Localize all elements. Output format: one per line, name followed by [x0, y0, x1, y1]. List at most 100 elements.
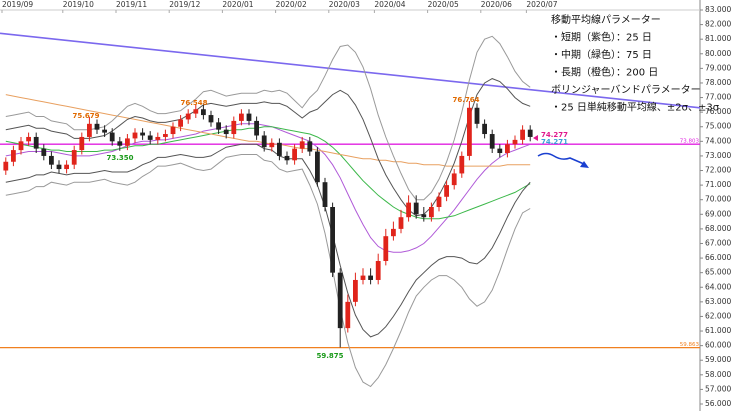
candle-body	[71, 150, 77, 165]
candle-body	[474, 107, 480, 124]
y-tick-label: 79.000	[705, 63, 731, 72]
y-tick-label: 64.000	[705, 282, 731, 291]
candle-body	[307, 141, 313, 152]
candle-body	[163, 134, 168, 137]
price-label: 74.277	[541, 131, 568, 139]
candle-body	[185, 113, 191, 120]
y-tick-label: 82.000	[705, 20, 731, 29]
candle-body	[497, 148, 503, 154]
x-tick-label: 2020/04	[374, 0, 405, 9]
candle-body	[368, 275, 373, 280]
candle-body	[451, 173, 457, 186]
y-tick-label: 70.000	[705, 195, 731, 204]
trendline	[0, 32, 701, 109]
y-tick-label: 81.000	[705, 34, 731, 43]
note-line: ボリンジャーバンドパラメーター	[551, 84, 701, 96]
candle-body	[155, 136, 161, 140]
annotation: 76.764	[452, 96, 479, 104]
x-tick-label: 2020/05	[428, 0, 459, 9]
candle-body	[49, 155, 54, 165]
forecast-arrow	[537, 152, 585, 165]
note-line: ・長期（橙色）：200 日	[551, 66, 658, 79]
annotation: 59.875	[316, 352, 343, 360]
y-tick-label: 83.000	[705, 5, 731, 14]
candle-body	[360, 275, 366, 280]
candle-body	[147, 135, 153, 140]
y-tick-label: 66.000	[705, 253, 731, 262]
price-marker	[533, 135, 538, 141]
y-tick-label: 78.000	[705, 78, 731, 87]
note-line: ・中期（緑色）：75 日	[551, 48, 652, 61]
note-line: ・短期（紫色）：25 日	[551, 31, 652, 44]
y-tick-label: 75.000	[705, 122, 731, 131]
y-tick-label: 76.000	[705, 107, 731, 116]
candle-body	[429, 207, 434, 218]
arrow-head	[580, 161, 589, 168]
candle-body	[322, 182, 328, 207]
candle-body	[261, 135, 267, 148]
candle-body	[391, 228, 396, 237]
candle-body	[254, 120, 259, 136]
indicator-line	[5, 126, 531, 220]
annotation: 75.679	[72, 112, 99, 120]
y-tick-label: 59.000	[705, 355, 731, 364]
y-tick-label: 56.000	[705, 399, 731, 408]
x-tick-label: 2020/07	[526, 0, 557, 9]
candle-body	[375, 260, 381, 280]
y-tick-label: 74.000	[705, 136, 731, 145]
line-label: 59.863	[680, 342, 700, 348]
candle-body	[269, 142, 275, 148]
candle-body	[330, 207, 335, 273]
candle-body	[208, 115, 214, 123]
candle-body	[239, 113, 244, 121]
indicator-line	[5, 154, 531, 388]
candle-body	[11, 150, 16, 162]
candle-body	[482, 123, 487, 135]
candle-body	[406, 202, 411, 218]
y-tick-label: 61.000	[705, 326, 731, 335]
y-tick-label: 67.000	[705, 238, 731, 247]
y-tick-label: 62.000	[705, 311, 731, 320]
y-tick-label: 60.000	[705, 341, 731, 350]
x-tick-label: 2019/10	[63, 0, 94, 9]
candle-body	[140, 132, 145, 136]
candle-body	[246, 113, 252, 121]
indicator-line	[5, 143, 531, 338]
candle-body	[444, 185, 449, 197]
candle-body	[18, 141, 24, 151]
candle-body	[520, 129, 525, 140]
candle-body	[33, 136, 39, 149]
candle-body	[125, 138, 130, 146]
x-tick-label: 2020/02	[276, 0, 307, 9]
y-tick-label: 63.000	[705, 297, 731, 306]
candle-body	[299, 141, 305, 149]
candle-body	[201, 109, 206, 116]
x-tick-label: 2020/03	[329, 0, 360, 9]
candle-body	[527, 129, 533, 137]
y-tick-label: 77.000	[705, 93, 731, 102]
candle-body	[345, 301, 351, 329]
candle-body	[216, 122, 221, 130]
candle-body	[231, 120, 237, 135]
candle-body	[193, 109, 199, 114]
candle-body	[102, 129, 107, 133]
candle-body	[87, 123, 92, 137]
candle-body	[170, 126, 176, 135]
candle-body	[489, 134, 495, 149]
indicator-line	[5, 78, 531, 217]
candle-body	[383, 236, 389, 261]
y-tick-label: 68.000	[705, 224, 731, 233]
annotation: 73.350	[106, 154, 133, 162]
candle-body	[26, 136, 31, 142]
y-tick-label: 72.000	[705, 166, 731, 175]
candle-body	[436, 196, 442, 207]
indicator-line	[5, 35, 531, 201]
x-tick-label: 2019/11	[116, 0, 147, 9]
candle-body	[132, 132, 138, 139]
candle-body	[315, 151, 320, 183]
annotation: 76.548	[180, 99, 207, 107]
y-tick-label: 65.000	[705, 268, 731, 277]
candle-body	[56, 164, 62, 170]
note-line: 移動平均線パラメーター	[551, 13, 661, 26]
